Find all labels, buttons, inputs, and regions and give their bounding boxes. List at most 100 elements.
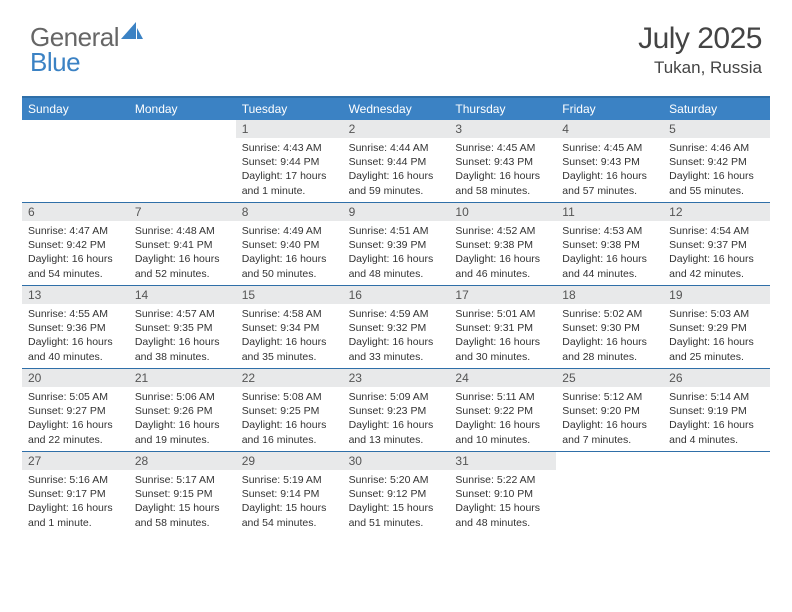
day-details: Sunrise: 5:01 AMSunset: 9:31 PMDaylight:… (449, 304, 556, 368)
sunset-text: Sunset: 9:37 PM (669, 238, 764, 252)
daylight-text: Daylight: 16 hours and 46 minutes. (455, 252, 550, 280)
day-number: 19 (663, 286, 770, 304)
calendar-day: 23Sunrise: 5:09 AMSunset: 9:23 PMDayligh… (343, 369, 450, 451)
sunset-text: Sunset: 9:12 PM (349, 487, 444, 501)
day-number: 12 (663, 203, 770, 221)
sunrise-text: Sunrise: 4:43 AM (242, 141, 337, 155)
day-number: 10 (449, 203, 556, 221)
day-number: 18 (556, 286, 663, 304)
calendar-week: 20Sunrise: 5:05 AMSunset: 9:27 PMDayligh… (22, 368, 770, 451)
sunset-text: Sunset: 9:32 PM (349, 321, 444, 335)
calendar-day: 2Sunrise: 4:44 AMSunset: 9:44 PMDaylight… (343, 120, 450, 202)
brand-text: General Blue (30, 22, 143, 84)
daylight-text: Daylight: 16 hours and 42 minutes. (669, 252, 764, 280)
day-number: 21 (129, 369, 236, 387)
calendar-day: 14Sunrise: 4:57 AMSunset: 9:35 PMDayligh… (129, 286, 236, 368)
daylight-text: Daylight: 16 hours and 33 minutes. (349, 335, 444, 363)
sunrise-text: Sunrise: 5:16 AM (28, 473, 123, 487)
dow-row: Sunday Monday Tuesday Wednesday Thursday… (22, 98, 770, 120)
day-details: Sunrise: 4:53 AMSunset: 9:38 PMDaylight:… (556, 221, 663, 285)
calendar-day: 25Sunrise: 5:12 AMSunset: 9:20 PMDayligh… (556, 369, 663, 451)
daylight-text: Daylight: 16 hours and 22 minutes. (28, 418, 123, 446)
calendar-day: 24Sunrise: 5:11 AMSunset: 9:22 PMDayligh… (449, 369, 556, 451)
dow-friday: Friday (556, 98, 663, 120)
calendar-day: . (663, 452, 770, 534)
sunset-text: Sunset: 9:29 PM (669, 321, 764, 335)
day-number: 27 (22, 452, 129, 470)
sunset-text: Sunset: 9:14 PM (242, 487, 337, 501)
brand-part2: Blue (30, 47, 80, 77)
day-details: Sunrise: 4:52 AMSunset: 9:38 PMDaylight:… (449, 221, 556, 285)
day-number: 16 (343, 286, 450, 304)
sunset-text: Sunset: 9:19 PM (669, 404, 764, 418)
calendar-day: 1Sunrise: 4:43 AMSunset: 9:44 PMDaylight… (236, 120, 343, 202)
day-number: 24 (449, 369, 556, 387)
brand-logo: General Blue (30, 22, 143, 84)
calendar-day: 10Sunrise: 4:52 AMSunset: 9:38 PMDayligh… (449, 203, 556, 285)
day-details: Sunrise: 5:03 AMSunset: 9:29 PMDaylight:… (663, 304, 770, 368)
calendar-week: 27Sunrise: 5:16 AMSunset: 9:17 PMDayligh… (22, 451, 770, 534)
sunset-text: Sunset: 9:20 PM (562, 404, 657, 418)
sunrise-text: Sunrise: 5:06 AM (135, 390, 230, 404)
sunset-text: Sunset: 9:35 PM (135, 321, 230, 335)
day-details: Sunrise: 5:05 AMSunset: 9:27 PMDaylight:… (22, 387, 129, 451)
sunrise-text: Sunrise: 5:05 AM (28, 390, 123, 404)
sunset-text: Sunset: 9:42 PM (669, 155, 764, 169)
day-number: 6 (22, 203, 129, 221)
calendar-day: 26Sunrise: 5:14 AMSunset: 9:19 PMDayligh… (663, 369, 770, 451)
sunset-text: Sunset: 9:34 PM (242, 321, 337, 335)
day-details: Sunrise: 5:06 AMSunset: 9:26 PMDaylight:… (129, 387, 236, 451)
daylight-text: Daylight: 16 hours and 7 minutes. (562, 418, 657, 446)
sunset-text: Sunset: 9:44 PM (242, 155, 337, 169)
day-details: Sunrise: 5:11 AMSunset: 9:22 PMDaylight:… (449, 387, 556, 451)
calendar-day: 6Sunrise: 4:47 AMSunset: 9:42 PMDaylight… (22, 203, 129, 285)
calendar-day: 15Sunrise: 4:58 AMSunset: 9:34 PMDayligh… (236, 286, 343, 368)
day-details: Sunrise: 4:46 AMSunset: 9:42 PMDaylight:… (663, 138, 770, 202)
daylight-text: Daylight: 16 hours and 58 minutes. (455, 169, 550, 197)
sunrise-text: Sunrise: 5:08 AM (242, 390, 337, 404)
daylight-text: Daylight: 17 hours and 1 minute. (242, 169, 337, 197)
calendar-day: 31Sunrise: 5:22 AMSunset: 9:10 PMDayligh… (449, 452, 556, 534)
calendar-day: 3Sunrise: 4:45 AMSunset: 9:43 PMDaylight… (449, 120, 556, 202)
sunset-text: Sunset: 9:36 PM (28, 321, 123, 335)
day-number: 4 (556, 120, 663, 138)
day-number: 25 (556, 369, 663, 387)
day-details: Sunrise: 4:43 AMSunset: 9:44 PMDaylight:… (236, 138, 343, 202)
sunrise-text: Sunrise: 5:22 AM (455, 473, 550, 487)
day-details: Sunrise: 4:55 AMSunset: 9:36 PMDaylight:… (22, 304, 129, 368)
calendar-day: 21Sunrise: 5:06 AMSunset: 9:26 PMDayligh… (129, 369, 236, 451)
daylight-text: Daylight: 16 hours and 28 minutes. (562, 335, 657, 363)
day-details: Sunrise: 4:48 AMSunset: 9:41 PMDaylight:… (129, 221, 236, 285)
day-details: Sunrise: 5:19 AMSunset: 9:14 PMDaylight:… (236, 470, 343, 534)
daylight-text: Daylight: 16 hours and 25 minutes. (669, 335, 764, 363)
sunset-text: Sunset: 9:23 PM (349, 404, 444, 418)
day-number: 11 (556, 203, 663, 221)
sunrise-text: Sunrise: 5:20 AM (349, 473, 444, 487)
day-number: 23 (343, 369, 450, 387)
sunset-text: Sunset: 9:44 PM (349, 155, 444, 169)
day-details: Sunrise: 5:08 AMSunset: 9:25 PMDaylight:… (236, 387, 343, 451)
day-details: Sunrise: 4:59 AMSunset: 9:32 PMDaylight:… (343, 304, 450, 368)
day-details: Sunrise: 5:22 AMSunset: 9:10 PMDaylight:… (449, 470, 556, 534)
daylight-text: Daylight: 16 hours and 16 minutes. (242, 418, 337, 446)
calendar-day: 27Sunrise: 5:16 AMSunset: 9:17 PMDayligh… (22, 452, 129, 534)
daylight-text: Daylight: 16 hours and 13 minutes. (349, 418, 444, 446)
daylight-text: Daylight: 15 hours and 58 minutes. (135, 501, 230, 529)
dow-wednesday: Wednesday (343, 98, 450, 120)
sunset-text: Sunset: 9:25 PM (242, 404, 337, 418)
sunrise-text: Sunrise: 4:59 AM (349, 307, 444, 321)
daylight-text: Daylight: 15 hours and 54 minutes. (242, 501, 337, 529)
sunrise-text: Sunrise: 5:11 AM (455, 390, 550, 404)
sunrise-text: Sunrise: 4:44 AM (349, 141, 444, 155)
sunrise-text: Sunrise: 4:57 AM (135, 307, 230, 321)
sunset-text: Sunset: 9:38 PM (455, 238, 550, 252)
day-details: Sunrise: 4:49 AMSunset: 9:40 PMDaylight:… (236, 221, 343, 285)
page-title: July 2025 (638, 22, 762, 56)
sunrise-text: Sunrise: 5:01 AM (455, 307, 550, 321)
daylight-text: Daylight: 16 hours and 35 minutes. (242, 335, 337, 363)
sunrise-text: Sunrise: 5:03 AM (669, 307, 764, 321)
sunrise-text: Sunrise: 4:53 AM (562, 224, 657, 238)
day-number: 8 (236, 203, 343, 221)
sunrise-text: Sunrise: 5:19 AM (242, 473, 337, 487)
day-details: Sunrise: 4:45 AMSunset: 9:43 PMDaylight:… (449, 138, 556, 202)
